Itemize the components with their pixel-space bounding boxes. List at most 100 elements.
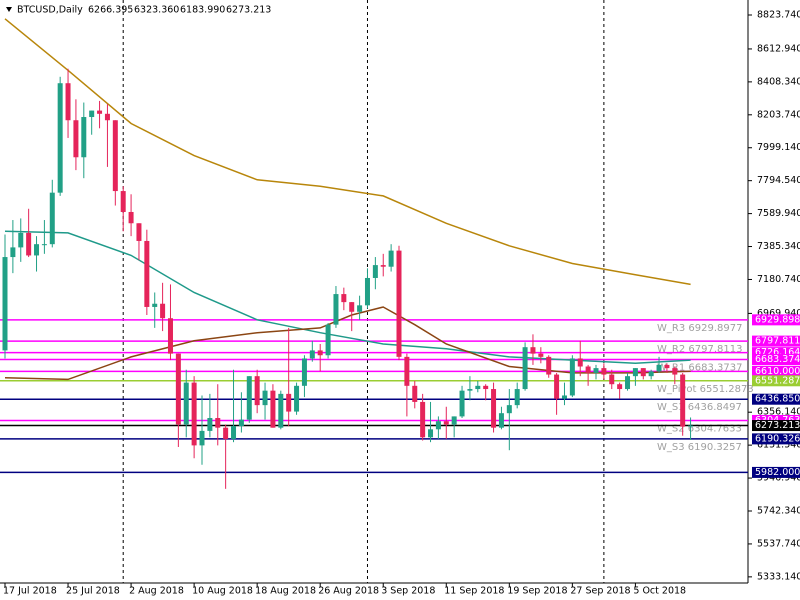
candle-body	[554, 374, 560, 399]
candle-body	[160, 303, 166, 319]
candle-body	[183, 382, 189, 425]
candle-body	[112, 120, 118, 192]
x-tick-label: 25 Jul 2018	[66, 586, 120, 597]
candle-body	[104, 113, 110, 121]
level-text: W_S3 6190.3257	[657, 442, 742, 453]
y-tick-label: 8203.740	[757, 109, 800, 120]
level-box	[752, 314, 800, 326]
y-tick-label: 7589.940	[757, 208, 800, 219]
level-box-label: 6929.898	[755, 314, 800, 325]
x-tick-label: 26 Aug 2018	[318, 586, 379, 597]
y-tick-label: 7180.740	[757, 274, 800, 285]
candle-body	[89, 110, 95, 118]
candle-body	[191, 382, 197, 446]
candle-body	[325, 324, 331, 356]
candle-body	[18, 232, 24, 248]
candle-body	[136, 223, 142, 241]
y-tick-label: 6356.140	[757, 407, 800, 418]
candle-body	[238, 419, 244, 427]
candle-body	[632, 368, 638, 377]
x-tick-label: 19 Sep 2018	[507, 586, 567, 597]
candle-body	[688, 425, 694, 427]
level-box	[752, 393, 800, 405]
candle-body	[10, 247, 16, 258]
candle-body	[530, 347, 536, 354]
candle-body	[412, 385, 418, 402]
candle-body	[538, 353, 544, 357]
candle-body	[65, 83, 71, 121]
x-tick-label: 27 Sep 2018	[570, 586, 630, 597]
x-tick-label: 18 Aug 2018	[255, 586, 316, 597]
candle-body	[483, 385, 489, 390]
candle-body	[49, 192, 55, 245]
x-tick-label: 10 Aug 2018	[192, 586, 253, 597]
candle-body	[81, 117, 87, 158]
ohlc-value: 6323.360	[134, 5, 179, 16]
candle-body	[625, 376, 631, 390]
candle-body	[349, 302, 355, 312]
candle-body	[333, 294, 339, 325]
candle-body	[341, 294, 347, 303]
candle-body	[577, 358, 583, 367]
candle-body	[97, 110, 103, 114]
candle-body	[506, 405, 512, 414]
candle-body	[199, 430, 205, 446]
candle-body	[231, 426, 237, 439]
candle-body	[593, 368, 599, 373]
candle-body	[167, 318, 173, 354]
symbol: BTCUSD,Daily	[17, 5, 83, 16]
level-box	[752, 347, 800, 359]
candle-body	[388, 250, 394, 267]
candle-body	[522, 347, 528, 390]
x-tick-label: 11 Sep 2018	[444, 586, 504, 597]
x-tick-label: 2 Aug 2018	[129, 586, 184, 597]
y-tick-label: 8612.940	[757, 43, 800, 54]
candle-body	[278, 393, 284, 428]
level-box	[752, 335, 800, 347]
level-text: W_S2 6304.7633	[657, 423, 742, 434]
candle-body	[601, 368, 607, 375]
level-box	[752, 466, 800, 478]
y-tick-label: 7794.540	[757, 175, 800, 186]
x-tick-label: 5 Oct 2018	[633, 586, 686, 597]
candle-body	[128, 211, 134, 224]
x-tick-label: 17 Jul 2018	[3, 586, 57, 597]
candle-body	[404, 356, 410, 386]
level-box-label: 6190.326	[755, 433, 800, 444]
candle-body	[246, 376, 252, 420]
y-tick-label: 7385.340	[757, 241, 800, 252]
level-box	[752, 375, 800, 387]
moving-average	[4, 306, 691, 381]
candle-body	[270, 390, 276, 428]
candle-body	[514, 389, 520, 406]
candle-body	[34, 244, 40, 256]
moving-average	[4, 230, 691, 365]
candle-body	[609, 374, 615, 385]
y-tick-label: 6151.540	[757, 440, 800, 451]
candle-body	[309, 350, 315, 359]
level-box	[752, 433, 800, 445]
candle-body	[254, 376, 260, 406]
level-box-label: 6273.213	[755, 420, 800, 431]
y-tick-label: 7999.140	[757, 142, 800, 153]
ohlc-value: 6183.990	[180, 5, 225, 16]
level-box-label: 6726.164	[755, 347, 800, 358]
candle-body	[223, 427, 229, 439]
level-box-label: 6797.811	[755, 336, 800, 347]
level-box	[752, 420, 800, 432]
x-tick-label: 3 Sep 2018	[381, 586, 435, 597]
candle-body	[73, 120, 79, 158]
y-tick-label: 5537.740	[757, 538, 800, 549]
candle-body	[491, 389, 497, 428]
candle-body	[680, 374, 686, 427]
candle-body	[428, 429, 434, 438]
candle-body	[664, 364, 670, 369]
candle-body	[420, 401, 426, 438]
y-tick-label: 8408.340	[757, 76, 800, 87]
candle-body	[152, 303, 158, 307]
candle-body	[396, 250, 402, 357]
candle-body	[498, 413, 504, 428]
candle-body	[648, 371, 654, 377]
level-text: W_R2 6797.8113	[657, 344, 742, 355]
candle-body	[380, 265, 386, 267]
